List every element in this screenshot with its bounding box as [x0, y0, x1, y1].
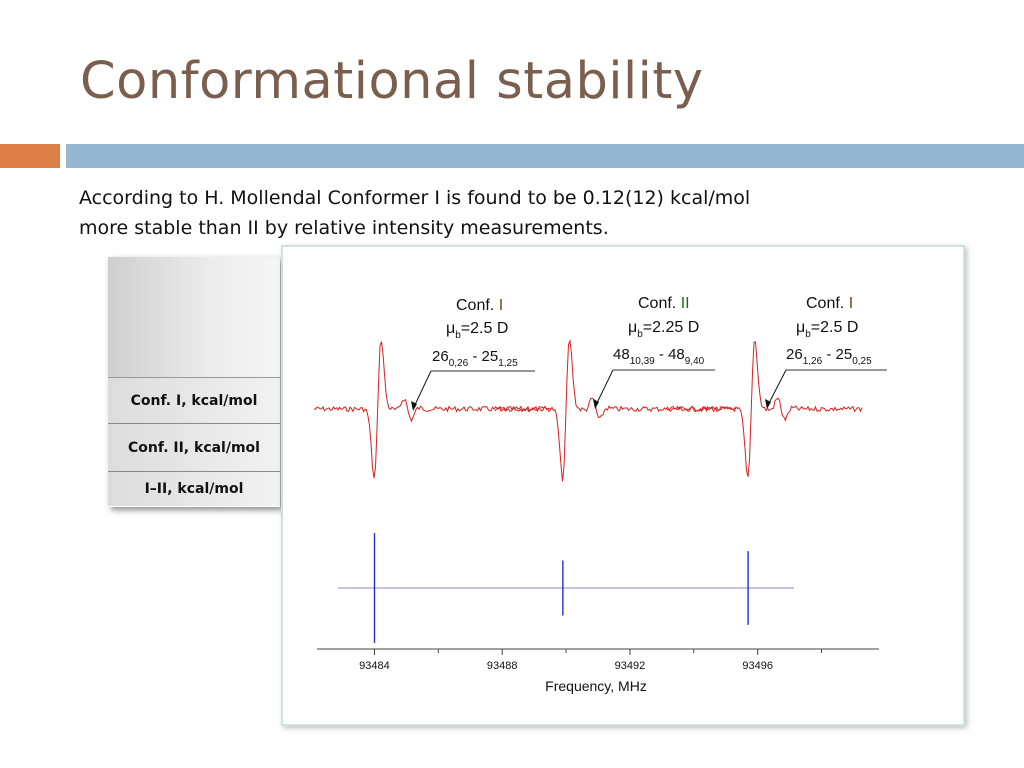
body-line-1: According to H. Mollendal Conformer I is… [79, 187, 751, 209]
annotation-2-pointer [594, 369, 614, 408]
spectrum-chart: 93484 93488 93492 93496 Frequency, MHz Conf… [313, 295, 887, 694]
energy-table: Conf. I, kcal/mol Conf. II, kcal/mol I–I… [108, 257, 280, 507]
x-axis-label: Frequency, MHz [545, 678, 647, 694]
x-tick-label: 93496 [742, 660, 773, 672]
x-tick-label: 93484 [359, 660, 390, 672]
body-text: According to H. Mollendal Conformer I is… [79, 183, 979, 243]
spectrum-line [494, 338, 736, 482]
annotation-3: Conf. I μb=2.5 D 261,26 - 250,25 [765, 295, 887, 409]
annotation-1: Conf. I μb=2.5 D 260,26 - 251,25 [411, 297, 535, 411]
stick-spectrum [373, 533, 749, 643]
spectrum-line [666, 341, 863, 477]
spectrum-line [313, 341, 552, 479]
annotation-3-arrowhead [765, 399, 771, 409]
annotation-1-mu: μb=2.5 D [446, 320, 508, 341]
annotation-3-conf: Conf. I [806, 295, 853, 312]
table-row-conf-1: Conf. I, kcal/mol [108, 378, 280, 424]
spectrum-figure: 93484 93488 93492 93496 Frequency, MHz Conf… [281, 245, 965, 726]
x-tick-label: 93488 [487, 660, 518, 672]
annotation-2-mu: μb=2.25 D [628, 319, 699, 340]
annotation-2-conf: Conf. II [638, 295, 690, 312]
accent-bar-orange [0, 144, 60, 168]
x-tick-label: 93492 [615, 660, 646, 672]
body-line-2: more stable than II by relative intensit… [79, 217, 609, 239]
table-row-conf-2: Conf. II, kcal/mol [108, 424, 280, 472]
annotation-3-transition: 261,26 - 250,25 [786, 346, 872, 367]
spectrum-traces [313, 338, 863, 482]
annotation-3-pointer [766, 369, 787, 408]
annotation-2: Conf. II μb=2.25 D 4810,39 - 489,40 [593, 295, 715, 409]
slide-title: Conformational stability [80, 52, 704, 111]
table-row-difference: I–II, kcal/mol [108, 472, 280, 506]
annotation-2-transition: 4810,39 - 489,40 [613, 346, 705, 367]
table-header [108, 257, 280, 378]
annotation-1-arrowhead [411, 401, 417, 411]
annotation-1-conf: Conf. I [456, 297, 503, 314]
x-axis-ticks: 93484 93488 93492 93496 [359, 649, 823, 672]
accent-bar-blue [66, 144, 1024, 168]
annotation-1-pointer [412, 370, 432, 410]
annotation-1-transition: 260,26 - 251,25 [432, 348, 518, 369]
annotation-2-arrowhead [593, 399, 599, 409]
annotation-3-mu: μb=2.5 D [796, 319, 858, 340]
